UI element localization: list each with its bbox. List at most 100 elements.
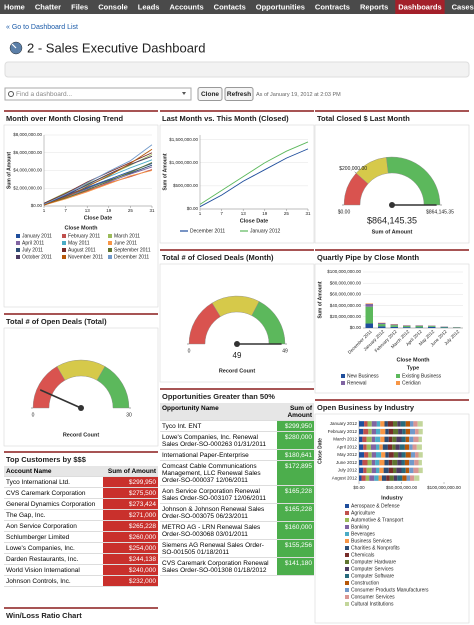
gauge-band <box>386 156 441 206</box>
x-tick-label: 7 <box>64 208 67 213</box>
legend-label: October 2011 <box>22 254 52 260</box>
y-tick-label: April 2012 <box>337 444 358 449</box>
x-tick-label: 7 <box>220 211 223 216</box>
button-refresh[interactable] <box>224 87 254 101</box>
nav-tab[interactable]: Chatter <box>35 2 61 11</box>
bar-segment <box>359 467 364 474</box>
nav-tab[interactable]: Leads <box>138 2 160 11</box>
component-title: Top Customers by $$$ <box>6 455 87 464</box>
y-axis-label: Sum of Amount <box>317 281 323 318</box>
bar-segment <box>398 452 402 458</box>
button-label[interactable]: Refresh <box>227 91 251 98</box>
bar-segment <box>417 421 423 427</box>
legend-label: Aerospace & Defense <box>351 503 400 509</box>
gauge-tick-label: $864,145.35 <box>426 209 454 215</box>
nav-tab[interactable]: Contracts <box>315 2 350 11</box>
y-tick-label: March 2012 <box>333 437 357 442</box>
nav-tab[interactable]: Opportunities <box>256 2 305 11</box>
nav-tab[interactable]: Cases <box>452 2 474 11</box>
name-cell: The Gap, Inc. <box>4 509 103 521</box>
bar-segment <box>397 459 402 466</box>
bar-segment <box>387 421 393 427</box>
bar-segment <box>383 467 389 474</box>
bar-segment <box>369 475 375 481</box>
chart-frame <box>159 263 315 383</box>
bar-segment <box>378 324 386 327</box>
legend-label: Renewal <box>347 380 366 386</box>
legend-swatch <box>345 553 349 557</box>
bar-segment <box>363 444 367 450</box>
amount-cell: $280,000 <box>277 431 314 450</box>
table-row: Tyco International Ltd. $299,950 <box>4 476 158 488</box>
name-cell: Darden Restaurants, Inc. <box>4 553 103 565</box>
series-line <box>43 144 153 205</box>
legend-label: January 2011 <box>22 233 52 239</box>
bar-segment <box>368 428 372 435</box>
y-tick-label: $1,000,000.00 <box>169 160 198 165</box>
component-title: Open Business by Industry <box>317 403 415 412</box>
nav-tab[interactable]: Console <box>98 2 128 11</box>
nav-tab[interactable]: Home <box>4 2 25 11</box>
amount-cell: $165,228 <box>277 503 314 522</box>
name-cell: METRO AG - LRN Renewal Sales Order-SO-00… <box>160 521 278 540</box>
legend-label: Computer Services <box>351 566 394 572</box>
legend-label: December 2011 <box>190 228 225 234</box>
table-row: Schlumberger Limited $260,000 <box>4 531 158 543</box>
table-row: Tyco Int. ENT $299,950 <box>160 420 314 432</box>
bar-segment <box>388 436 393 443</box>
bar-segment <box>380 421 385 427</box>
button-clone[interactable] <box>197 87 223 101</box>
bar-segment <box>393 428 399 435</box>
series-line <box>43 148 153 206</box>
nav-tab[interactable]: Accounts <box>169 2 203 11</box>
nav-tab[interactable]: Dashboards <box>398 2 441 11</box>
nav-tab[interactable]: Files <box>71 2 88 11</box>
name-cell: CVS Caremark Corporation Renewal Sales O… <box>160 557 278 576</box>
table-row: CVS Caremark Corporation Renewal Sales O… <box>160 557 314 576</box>
y-tick-label: $6,000,000.00 <box>13 150 42 155</box>
nav-tab-bg <box>395 0 445 14</box>
search-box[interactable] <box>4 87 192 101</box>
bar-segment <box>380 436 385 443</box>
y-tick-label: $100,000,000.00 <box>327 269 361 274</box>
legend-swatch <box>345 504 349 508</box>
button-label[interactable]: Clone <box>201 91 219 98</box>
legend-label: Banking <box>351 524 369 530</box>
legend-label: December 2011 <box>114 254 149 260</box>
legend-swatch <box>345 511 349 515</box>
legend-swatch <box>16 241 20 245</box>
name-cell: Johnson Controls, Inc. <box>4 575 103 587</box>
series-line <box>199 141 309 205</box>
filter-bar <box>4 61 470 78</box>
dashboard-icon-needle <box>11 43 17 49</box>
gauge-tick-label: 0 <box>32 412 35 418</box>
gauge-tick-label: 49 <box>282 348 288 354</box>
legend-label: June 2011 <box>114 240 137 246</box>
legend-title: Type <box>407 365 419 371</box>
page-title: 2 - Sales Executive Dashboard <box>27 40 205 55</box>
legend-label: Chemicals <box>351 552 375 558</box>
legend-title: Industry <box>381 495 404 501</box>
bar-segment <box>440 326 448 328</box>
bar-segment <box>414 475 420 481</box>
table: Account Name Sum of Amount Tyco Internatio… <box>4 466 158 587</box>
component-title: Total # of Closed Deals (Month) <box>162 253 274 262</box>
legend-swatch <box>345 588 349 592</box>
x-tick-label: 1 <box>199 211 202 216</box>
nav-tab[interactable]: Contacts <box>214 2 246 11</box>
legend-label: Computer Hardware <box>351 559 396 565</box>
back-link[interactable]: « Go to Dashboard List <box>6 24 78 31</box>
gauge-band <box>96 366 130 409</box>
bar-segment <box>370 444 376 450</box>
bar-segment <box>410 428 416 435</box>
legend-label: February 2011 <box>68 233 100 239</box>
amount-cell: $180,641 <box>277 449 314 461</box>
amount-cell: $299,950 <box>102 476 158 488</box>
bar-segment <box>379 467 384 474</box>
name-cell: Siemens AG Renewal Sales Order-SO-001505… <box>160 539 278 558</box>
series-line <box>43 155 153 205</box>
component-title: Last Month vs. This Month (Closed) <box>162 114 289 123</box>
nav-tab[interactable]: Reports <box>360 2 388 11</box>
component-title: Total # of Open Deals (Total) <box>6 317 107 326</box>
bar-segment <box>364 421 368 427</box>
